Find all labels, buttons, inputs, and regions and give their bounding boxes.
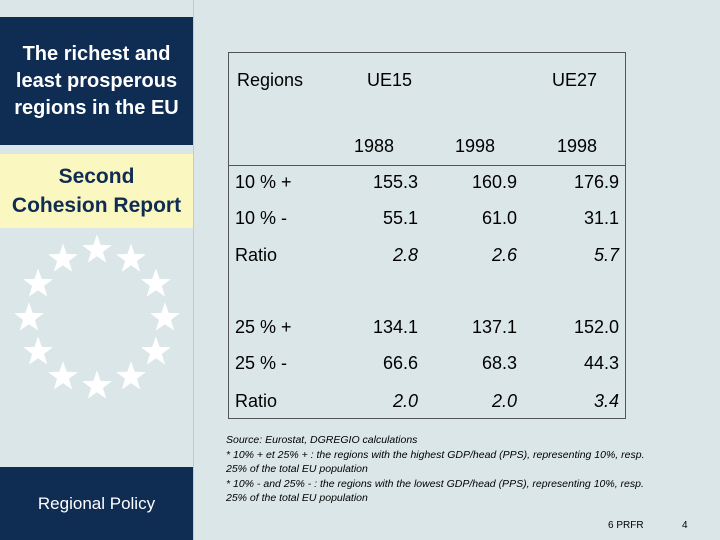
cell-1998-ue27: 5.7 — [593, 245, 619, 265]
cell-1988: 55.1 — [382, 208, 418, 228]
slide-title: The richest and least prosperous regions… — [14, 42, 179, 119]
star-icon — [13, 302, 45, 331]
page-number: 4 — [682, 520, 688, 531]
star-icon — [140, 336, 171, 365]
star-icon — [149, 302, 181, 331]
cell-1998-ue27: 31.1 — [583, 208, 619, 228]
subtitle-box: Second Cohesion Report — [0, 154, 193, 228]
sidebar: The richest and least prosperous regions… — [0, 0, 193, 540]
row-label: Ratio — [235, 245, 278, 265]
slide-subtitle: Second Cohesion Report — [11, 165, 182, 217]
header-ue15: UE15 — [367, 70, 413, 90]
gdp-table: Regions UE15 UE27 1988 1998 1998 10 % + … — [228, 52, 626, 419]
regional-policy-label: Regional Policy — [37, 493, 156, 513]
cell-1988: 2.0 — [392, 391, 418, 411]
cell-1998-ue27: 176.9 — [573, 172, 619, 192]
eu-stars-logo — [13, 234, 181, 399]
star-icon — [81, 370, 113, 399]
star-icon — [23, 336, 54, 365]
policy-box: Regional Policy — [0, 467, 193, 540]
header-regions: Regions — [237, 70, 304, 90]
cell-1988: 66.6 — [382, 353, 418, 373]
cell-1998-ue15: 137.1 — [471, 317, 517, 337]
table-notes: Source: Eurostat, DGREGIO calculations *… — [226, 433, 656, 506]
star-icon — [115, 243, 147, 272]
cell-1998-ue15: 68.3 — [481, 353, 517, 373]
footnote-lowest: * 10% - and 25% - : the regions with the… — [226, 477, 644, 505]
cell-1988: 134.1 — [372, 317, 418, 337]
cell-1998-ue15: 2.6 — [491, 245, 517, 265]
row-label: 10 % + — [235, 172, 292, 192]
cell-1998-ue15: 160.9 — [471, 172, 517, 192]
header-ue27: UE27 — [552, 70, 598, 90]
source-note: Source: Eurostat, DGREGIO calculations — [226, 434, 418, 446]
cell-1998-ue27: 152.0 — [573, 317, 619, 337]
cell-1988: 2.8 — [392, 245, 418, 265]
star-icon — [81, 234, 113, 263]
row-label: 25 % - — [235, 353, 288, 373]
title-box: The richest and least prosperous regions… — [0, 17, 193, 145]
header-1988: 1988 — [354, 136, 395, 156]
star-icon — [47, 361, 79, 390]
star-icon — [115, 361, 147, 390]
sidebar-divider — [193, 0, 194, 540]
header-1998-ue27: 1998 — [557, 136, 598, 156]
cell-1988: 155.3 — [372, 172, 418, 192]
star-icon — [23, 268, 54, 297]
row-label: 10 % - — [235, 208, 288, 228]
footer-code: 6 PRFR — [608, 520, 644, 531]
table-header-divider — [229, 165, 625, 166]
star-icon — [47, 243, 79, 272]
cell-1998-ue27: 3.4 — [593, 391, 619, 411]
footnote-highest: * 10% + et 25% + : the regions with the … — [226, 448, 645, 476]
row-label: Ratio — [235, 391, 278, 411]
star-icon — [140, 268, 171, 297]
header-1998-ue15: 1998 — [455, 136, 496, 156]
cell-1998-ue15: 61.0 — [481, 208, 517, 228]
cell-1998-ue27: 44.3 — [583, 353, 619, 373]
row-label: 25 % + — [235, 317, 292, 337]
cell-1998-ue15: 2.0 — [491, 391, 517, 411]
